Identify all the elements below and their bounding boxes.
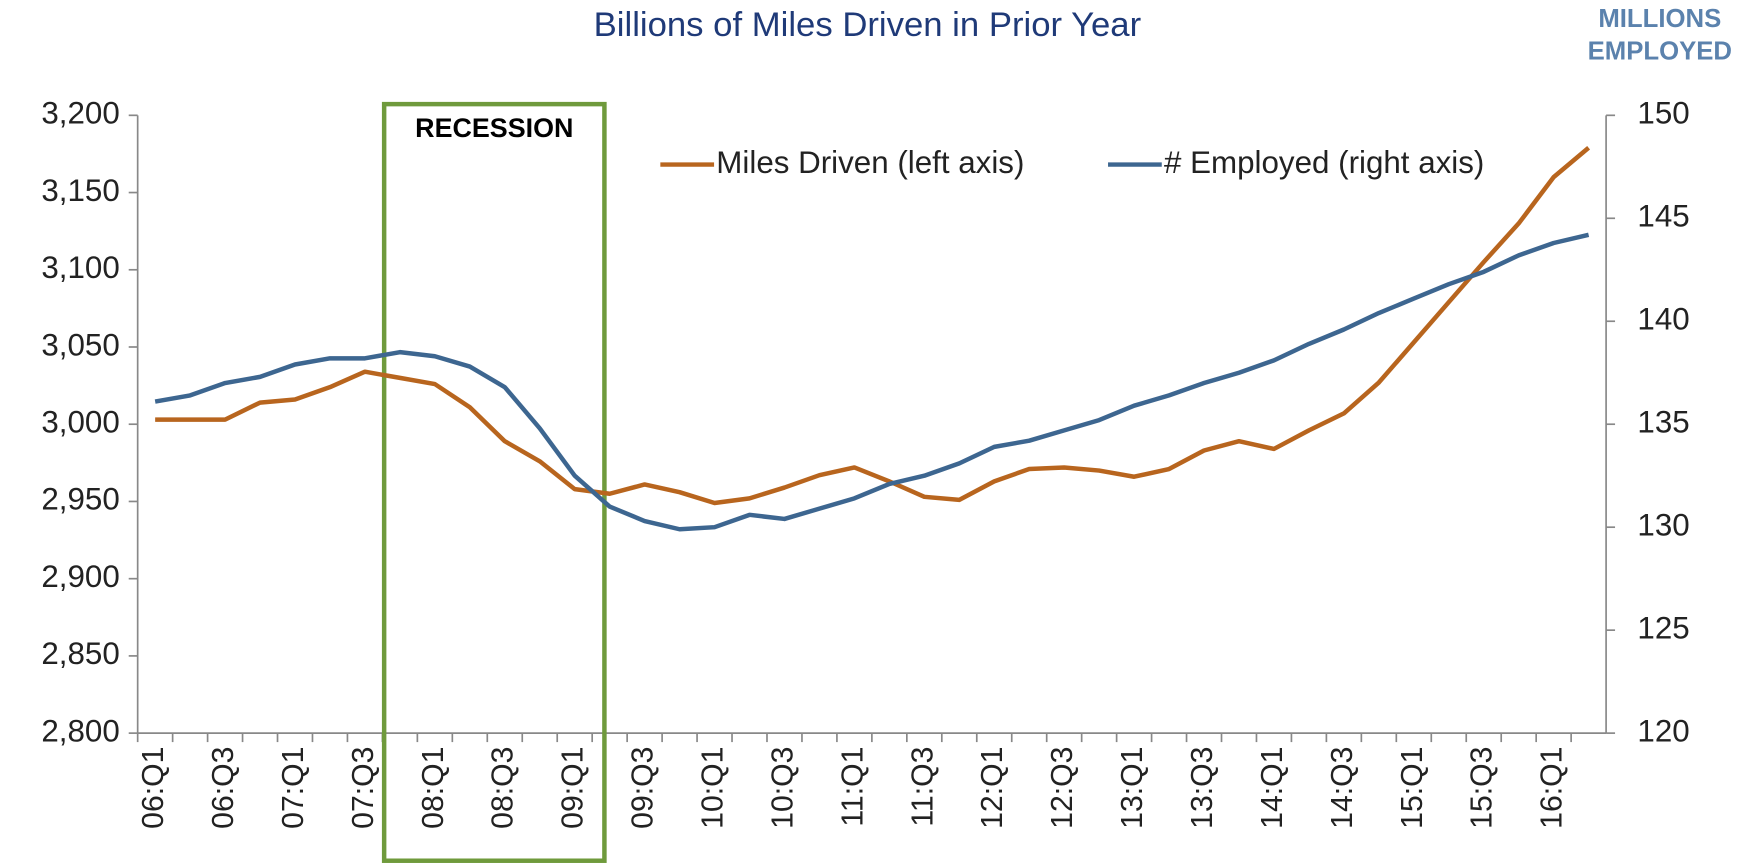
y-tick-label: 3,050	[41, 327, 119, 362]
x-tick-label: 09:Q3	[627, 747, 660, 829]
x-tick-label: 10:Q1	[697, 747, 730, 829]
x-tick-label: 07:Q3	[347, 747, 380, 829]
y2-tick-label: 150	[1637, 96, 1689, 131]
y2-tick-label: 145	[1637, 199, 1689, 234]
legend-label: # Employed (right axis)	[1164, 145, 1484, 180]
x-tick-label: 10:Q3	[766, 747, 799, 829]
x-tick-label: 13:Q1	[1116, 747, 1149, 829]
y-tick-label: 3,200	[41, 96, 119, 131]
x-tick-label: 09:Q1	[557, 747, 590, 829]
y-tick-label: 2,850	[41, 636, 119, 671]
x-tick-label: 06:Q1	[137, 747, 170, 829]
y2-tick-label: 140	[1637, 302, 1689, 337]
x-tick-label: 06:Q3	[207, 747, 240, 829]
y-tick-label: 2,800	[41, 713, 119, 748]
x-tick-label: 08:Q3	[487, 747, 520, 829]
series-line	[155, 146, 1591, 506]
y-tick-label: 2,950	[41, 482, 119, 517]
y-tick-label: 2,900	[41, 559, 119, 594]
x-tick-label: 08:Q1	[417, 747, 450, 829]
series-line	[154, 232, 1590, 532]
y2-axis-title: MILLIONS	[1598, 5, 1721, 33]
x-tick-label: 11:Q3	[906, 747, 939, 827]
x-tick-label: 14:Q1	[1256, 747, 1289, 829]
x-tick-label: 15:Q1	[1396, 747, 1429, 829]
y2-tick-label: 135	[1637, 405, 1689, 440]
x-tick-label: 12:Q3	[1046, 747, 1079, 829]
y2-tick-label: 130	[1637, 507, 1689, 542]
x-tick-label: 12:Q1	[976, 747, 1009, 829]
x-tick-label: 15:Q3	[1466, 747, 1499, 829]
chart-title: Billions of Miles Driven in Prior Year	[594, 6, 1142, 44]
legend-label: Miles Driven (left axis)	[716, 145, 1024, 180]
y2-axis-title: EMPLOYED	[1588, 37, 1732, 65]
recession-label: RECESSION	[415, 113, 573, 143]
y-tick-label: 3,000	[41, 405, 119, 440]
y2-tick-label: 120	[1637, 713, 1689, 748]
recession-box	[381, 101, 607, 863]
x-tick-label: 07:Q1	[277, 747, 310, 829]
y2-tick-label: 125	[1637, 610, 1689, 645]
x-tick-label: 16:Q1	[1536, 747, 1569, 829]
x-tick-label: 11:Q1	[836, 747, 869, 827]
y-tick-label: 3,100	[41, 250, 119, 285]
x-tick-label: 14:Q3	[1326, 747, 1359, 829]
x-tick-label: 13:Q3	[1186, 747, 1219, 829]
y-tick-label: 3,150	[41, 173, 119, 208]
